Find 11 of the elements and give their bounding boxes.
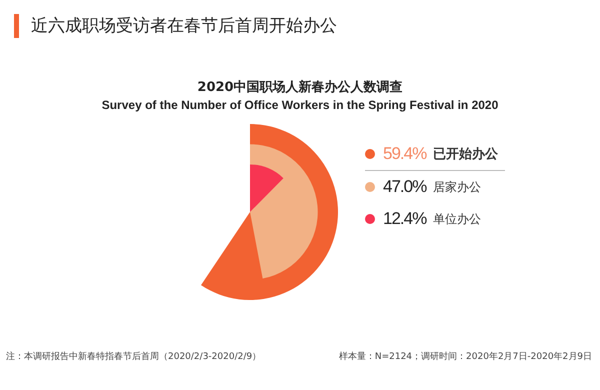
text: 近六成职场受访者在春节后首周开始办公	[14, 14, 337, 38]
data-label: 59.4%	[383, 144, 428, 164]
category-label: 已开始办公	[433, 146, 498, 163]
data-label: 47.0%	[383, 177, 428, 197]
text: 注：本调研报告中新春特指春节后首周（2020/2/3-2020/2/9）	[6, 350, 262, 363]
category-label: 单位办公	[433, 210, 481, 228]
category-label: 居家办公	[433, 178, 481, 196]
text: 2020中国职场人新春办公人数调查	[196, 78, 404, 96]
data-label: 12.4%	[383, 209, 428, 229]
text: Survey of the Number of Office Workers in the Spring Festival in 2020	[100, 98, 500, 112]
text: 样本量：N=2124；调研时间：2020年2月7日-2020年2月9日	[338, 350, 592, 363]
